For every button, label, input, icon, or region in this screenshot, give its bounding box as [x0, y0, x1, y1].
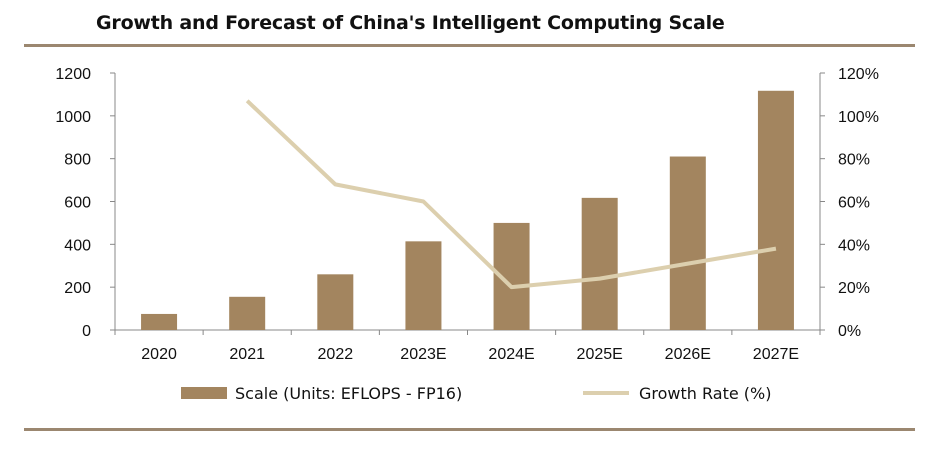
bar [141, 313, 178, 330]
bar [581, 197, 618, 330]
y-right-tick-label: 20% [838, 280, 870, 297]
chart-title: Growth and Forecast of China's Intellige… [96, 12, 725, 34]
legend: Scale (Units: EFLOPS - FP16) Growth Rate … [181, 384, 771, 403]
x-tick-label: 2023E [400, 346, 446, 363]
x-tick-label: 2020 [141, 346, 177, 363]
y-right-tick-label: 100% [838, 109, 879, 126]
bar [317, 274, 354, 330]
legend-label-bar: Scale (Units: EFLOPS - FP16) [235, 384, 462, 403]
y-left-tick-label: 200 [64, 280, 91, 297]
axes [110, 72, 825, 335]
bottom-rule [24, 428, 915, 431]
y-left-tick-label: 600 [64, 195, 91, 212]
x-tick-label: 2026E [665, 346, 711, 363]
legend-label-line: Growth Rate (%) [639, 384, 771, 403]
tick-labels: 0 200 400 600 800 1000 1200 0% 20% 40% 60% 80% 100% 1… [55, 66, 879, 363]
y-left-tick-label: 1200 [55, 66, 91, 83]
bar-series [141, 90, 794, 330]
legend-swatch-bar [181, 387, 227, 399]
bar [229, 296, 266, 330]
bar [405, 241, 442, 330]
x-tick-label: 2022 [318, 346, 354, 363]
line-series [245, 99, 777, 290]
y-right-tick-label: 80% [838, 152, 870, 169]
top-rule [24, 44, 915, 47]
bar [757, 90, 794, 330]
x-tick-label: 2025E [577, 346, 623, 363]
bar [669, 156, 706, 330]
y-right-tick-label: 60% [838, 195, 870, 212]
y-left-tick-label: 0 [82, 323, 91, 340]
y-right-tick-label: 120% [838, 66, 879, 83]
y-left-tick-label: 800 [64, 152, 91, 169]
y-right-tick-label: 0% [838, 323, 861, 340]
x-tick-label: 2021 [229, 346, 265, 363]
y-right-tick-label: 40% [838, 237, 870, 254]
x-tick-label: 2024E [488, 346, 534, 363]
y-left-tick-label: 1000 [55, 109, 91, 126]
x-tick-label: 2027E [753, 346, 799, 363]
y-left-tick-label: 400 [64, 237, 91, 254]
